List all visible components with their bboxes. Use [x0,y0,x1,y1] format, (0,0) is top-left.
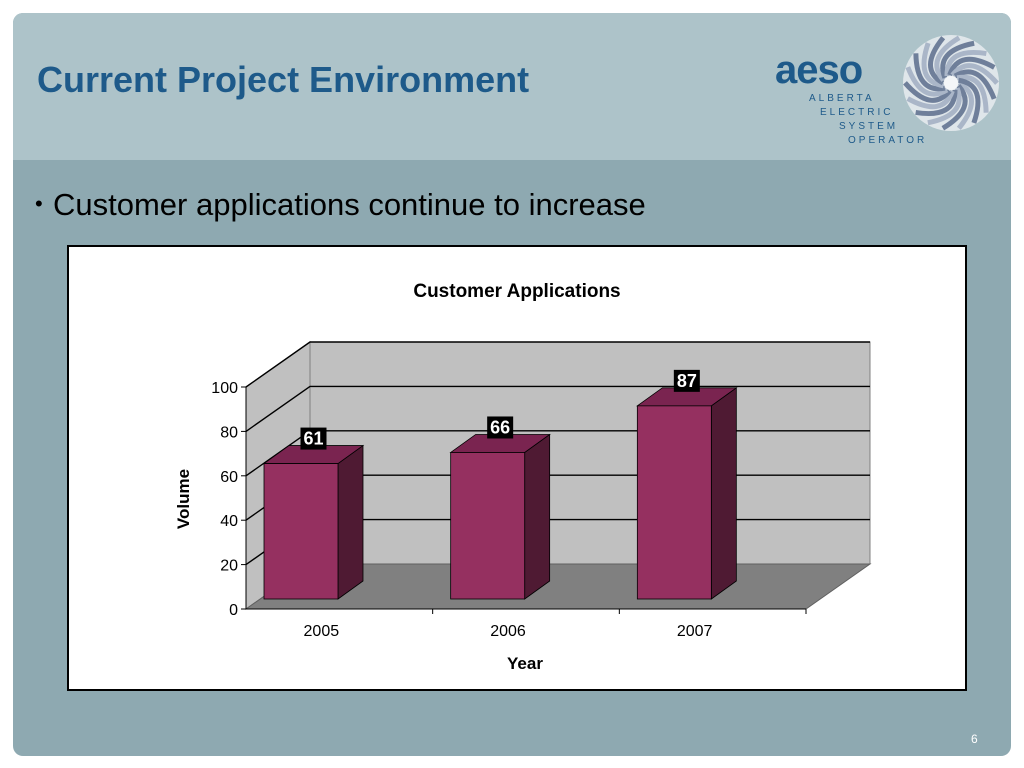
x-tick-label: 2006 [490,623,526,640]
logo-wordmark: aeso [775,48,862,92]
data-label: 87 [677,371,697,391]
bar-front [450,452,526,600]
bar [636,387,738,600]
data-label-bg [673,369,700,392]
bar-chart: Customer Applications 0 20 40 60 80 100 61 2005 6… [174,281,872,673]
y-tick-label: 40 [220,513,238,530]
data-label: 66 [490,417,510,437]
logo-line-2: ELECTRIC [820,107,893,118]
x-tick-label: 2007 [677,623,713,640]
y-tick-label: 0 [229,602,238,619]
bullet-item: • Customer applications continue to incre… [35,187,646,223]
bar-side [710,387,737,600]
data-label-bg [300,427,327,450]
bar-side [337,444,364,600]
slide-header: Current Project Environment aeso ALBERTA… [13,13,1011,160]
slide-title: Current Project Environment [37,59,530,100]
y-tick-label: 20 [220,558,238,575]
x-axis-title: Year [507,654,543,673]
bullet-dot-icon: • [35,191,43,216]
bar [262,444,365,600]
aeso-logo: aeso ALBERTA ELECTRIC SYSTEM OPERATOR [775,35,999,146]
logo-line-1: ALBERTA [809,93,875,104]
bar [449,433,551,600]
y-tick-label: 80 [220,424,238,441]
chart-container: Customer Applications 0 20 40 60 80 100 61 2005 6… [67,245,967,691]
bar-front [263,463,339,600]
y-tick-label: 60 [220,469,238,486]
data-label-bg [487,416,514,439]
x-tick-label: 2005 [304,623,340,640]
logo-line-3: SYSTEM [839,121,898,132]
gridline [245,341,870,388]
bullet-text: Customer applications continue to increa… [53,187,646,222]
bar-front [636,405,712,600]
swirl-emblem-icon [903,35,999,131]
chart-back-wall [309,341,871,565]
page-number: 6 [971,732,978,746]
chart-title: Customer Applications [413,281,620,302]
bar-side [524,433,551,600]
y-tick-label: 100 [211,380,238,397]
logo-line-4: OPERATOR [848,135,927,146]
y-axis-title: Volume [174,469,193,529]
data-label: 61 [303,429,323,449]
slide: Current Project Environment aeso ALBERTA… [13,13,1011,756]
